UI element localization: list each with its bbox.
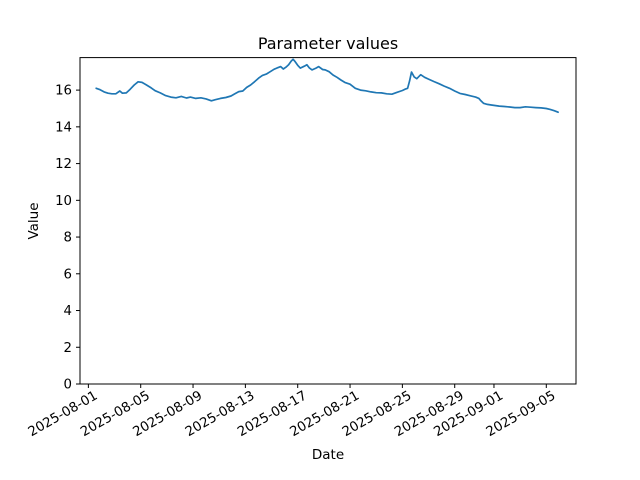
y-axis-label: Value <box>26 202 42 239</box>
y-tick-label: 10 <box>55 194 72 209</box>
x-axis-ticks: 2025-08-012025-08-052025-08-092025-08-13… <box>26 384 558 440</box>
y-tick-label: 4 <box>64 304 72 319</box>
plot-border <box>79 57 577 385</box>
data-series-group <box>95 58 559 114</box>
y-tick-label: 12 <box>55 157 72 172</box>
y-tick-label: 2 <box>64 341 72 356</box>
y-tick-label: 0 <box>64 378 72 393</box>
y-tick-label: 8 <box>64 231 72 246</box>
y-tick-label: 14 <box>55 120 72 135</box>
y-tick-label: 6 <box>64 267 72 282</box>
y-axis-ticks: 0 2 4 6 8 10 12 14 16 <box>55 84 80 393</box>
data-series-line <box>95 58 559 114</box>
y-tick-label: 16 <box>55 84 72 99</box>
x-axis-label: Date <box>312 447 344 463</box>
chart-title: Parameter values <box>258 34 398 53</box>
